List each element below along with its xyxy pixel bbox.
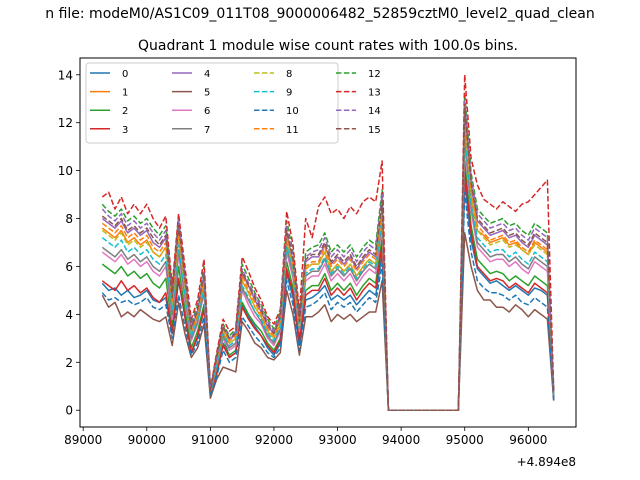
legend-label-11: 11: [286, 125, 299, 136]
x-tick-label: 95000: [446, 433, 484, 447]
series-line-11: [101, 117, 555, 411]
y-tick-label: 8: [65, 212, 73, 226]
y-axis: 0 2 4 6 8 10 12 14: [58, 68, 80, 418]
legend-label-14: 14: [368, 106, 381, 117]
series-line-9: [101, 131, 555, 411]
legend-label-5: 5: [204, 88, 210, 99]
x-tick-label: 91000: [191, 433, 229, 447]
series-lines: [101, 74, 555, 411]
series-line-2: [101, 160, 555, 411]
legend-label-12: 12: [368, 69, 381, 80]
x-axis-offset-label: +4.894e8: [517, 455, 576, 469]
x-tick-label: 89000: [64, 433, 102, 447]
legend-label-0: 0: [122, 69, 128, 80]
legend-label-15: 15: [368, 125, 381, 136]
x-tick-label: 94000: [382, 433, 420, 447]
legend-label-9: 9: [286, 88, 292, 99]
legend-label-2: 2: [122, 106, 128, 117]
y-tick-label: 2: [65, 356, 73, 370]
series-line-15: [101, 107, 555, 411]
series-line-10: [101, 191, 555, 411]
y-tick-label: 10: [58, 164, 73, 178]
y-tick-label: 12: [58, 116, 73, 130]
y-tick-label: 4: [65, 308, 73, 322]
legend-label-3: 3: [122, 125, 128, 136]
x-tick-label: 93000: [318, 433, 356, 447]
legend-label-10: 10: [286, 106, 299, 117]
legend-label-8: 8: [286, 69, 292, 80]
legend-label-1: 1: [122, 88, 128, 99]
x-axis: 89000 90000 91000 92000 93000 94000 95000 96000: [64, 427, 547, 447]
legend-label-4: 4: [204, 69, 210, 80]
y-tick-label: 0: [65, 404, 73, 418]
legend-box: [85, 62, 339, 144]
plot-area: 89000 90000 91000 92000 93000 94000 95000 96000…: [58, 57, 577, 447]
series-line-5: [101, 232, 555, 411]
axes-frame: [79, 57, 577, 428]
legend-label-6: 6: [204, 106, 210, 117]
legend-label-7: 7: [204, 125, 210, 136]
chart-title: Quadrant 1 module wise count rates with …: [138, 38, 518, 54]
series-line-3: [101, 169, 555, 411]
y-tick-label: 14: [58, 68, 73, 82]
x-tick-label: 90000: [128, 433, 166, 447]
series-line-8: [101, 124, 555, 411]
x-tick-label: 96000: [509, 433, 547, 447]
figure-suptitle: n file: modeM0/AS1C09_011T08_9000006482_…: [45, 6, 594, 22]
x-tick-label: 92000: [255, 433, 293, 447]
legend-label-13: 13: [368, 88, 381, 99]
y-tick-label: 6: [65, 260, 73, 274]
